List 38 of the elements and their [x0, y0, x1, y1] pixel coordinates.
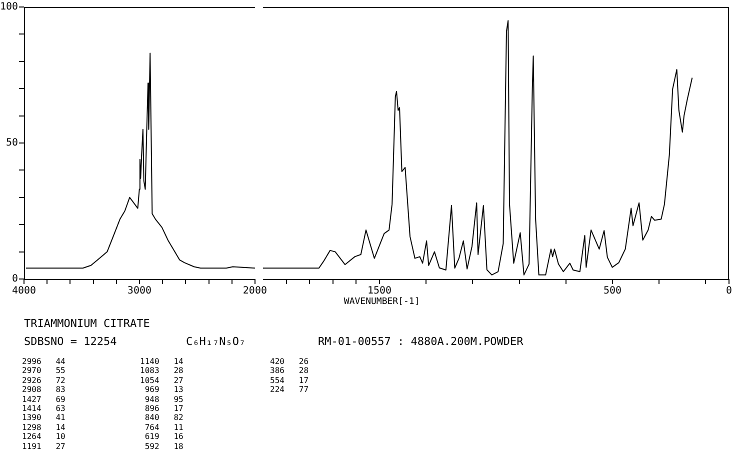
text: 1264 10	[22, 432, 66, 442]
text: 969 13	[144, 385, 184, 394]
y-tick-label: 0	[12, 274, 18, 285]
x-tick-label: 2000	[242, 286, 268, 297]
text: SDBSNO = 12254	[24, 335, 117, 348]
text: 1191 27	[22, 442, 66, 451]
text: 2908 83	[22, 385, 66, 394]
text: 1140 14	[140, 357, 184, 366]
text: 2996 44	[22, 357, 66, 366]
y-tick-label: 100	[0, 2, 18, 13]
text: 1083 28	[140, 366, 184, 376]
text: 2970 55	[22, 366, 66, 376]
text: 1054 27	[140, 376, 184, 385]
x-tick-label: 500	[603, 286, 622, 297]
text: 2926 72	[22, 376, 66, 385]
text: 386 28	[270, 366, 309, 376]
x-axis-title: WAVENUMBER[-1]	[344, 296, 420, 307]
text: 896 17	[144, 404, 184, 413]
text: RM-01-00557 : 4880A.200M.POWDER	[318, 335, 524, 348]
x-tick-label: 1500	[367, 286, 392, 297]
text: 554 17	[270, 376, 309, 385]
text: 948 95	[144, 394, 184, 404]
text: 764 11	[144, 422, 184, 432]
x-tick-label: 4000	[12, 286, 36, 297]
x-tick-label: 3000	[127, 286, 152, 297]
text: 592 18	[144, 442, 184, 451]
text: 1390 41	[22, 413, 66, 422]
text: 1414 63	[22, 404, 66, 413]
text: 420 26	[270, 357, 309, 366]
text: 1298 14	[22, 422, 66, 432]
y-tick-label: 50	[6, 138, 18, 149]
text: C₆H₁₇N₅O₇	[186, 335, 246, 348]
text: TRIAMMONIUM CITRATE	[24, 317, 150, 330]
text: 1427 69	[22, 394, 66, 404]
x-tick-label: 0	[726, 286, 732, 297]
text: 840 82	[144, 413, 184, 422]
text: 224 77	[270, 385, 309, 394]
text: 619 16	[144, 432, 184, 442]
